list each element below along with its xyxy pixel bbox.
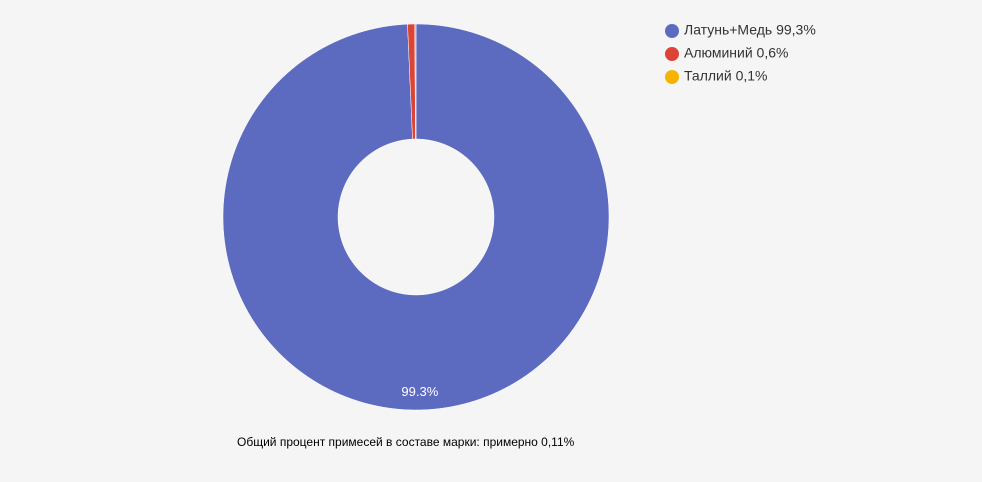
legend-swatch [665,24,679,38]
chart-caption: Общий процент примесей в составе марки: … [237,435,575,449]
data-label: 99.3% [401,384,438,399]
donut-slice [414,23,417,140]
donut-slice [222,23,610,411]
legend-label: Алюминий 0,6% [684,45,788,61]
legend-label: Латунь+Медь 99,3% [684,22,816,38]
legend-swatch [665,47,679,61]
legend-label: Таллий 0,1% [684,68,768,84]
legend-swatch [665,70,679,84]
